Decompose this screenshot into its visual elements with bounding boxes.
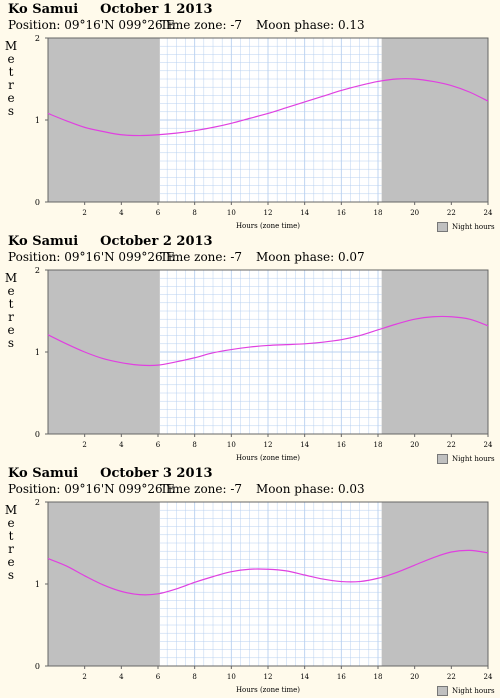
x-tick-label: 6 (156, 441, 161, 449)
x-tick-label: 14 (300, 673, 309, 681)
tide-chart-2: Ko Samui October 2 2013 Position: 09°16'N … (0, 234, 500, 466)
timezone-text: Time zone: -7 (160, 482, 243, 496)
x-tick-label: 12 (264, 673, 273, 681)
night-band (381, 502, 488, 666)
x-tick-label: 18 (374, 673, 383, 681)
night-swatch (437, 222, 448, 232)
x-tick-label: 4 (119, 673, 124, 681)
x-tick-label: 20 (410, 441, 419, 449)
y-tick-label: 0 (35, 662, 40, 671)
x-tick-label: 12 (264, 441, 273, 449)
night-band (381, 270, 488, 434)
x-tick-label: 14 (300, 209, 309, 217)
chart-info: Position: 09°16'N 099°26'E Time zone: -7 M… (8, 482, 365, 496)
y-tick-label: 2 (35, 34, 40, 43)
x-tick-label: 6 (156, 209, 161, 217)
night-band (381, 38, 488, 202)
tide-height-line (47, 549, 489, 596)
location-name: Ko Samui (8, 234, 79, 249)
x-tick-label: 14 (300, 441, 309, 449)
x-tick-label: 12 (264, 209, 273, 217)
chart-info: Position: 09°16'N 099°26'E Time zone: -7 M… (8, 250, 365, 264)
x-tick-label: 18 (374, 441, 383, 449)
night-swatch (437, 686, 448, 696)
legend-label: Night hours (452, 687, 495, 695)
x-tick-label: 2 (82, 209, 86, 217)
tide-chart-1: Ko Samui October 1 2013 Position: 09°16'N … (0, 2, 500, 234)
y-tick-label: 0 (35, 430, 40, 439)
x-tick-label: 10 (227, 441, 236, 449)
x-tick-label: 24 (484, 441, 493, 449)
tide-chart-3: Ko Samui October 3 2013 Position: 09°16'N … (0, 466, 500, 698)
moon-phase-text: Moon phase: 0.13 (256, 18, 365, 32)
y-axis-label: M e t r e s (4, 271, 18, 350)
x-tick-label: 24 (484, 673, 493, 681)
y-axis-label: M e t r e s (4, 39, 18, 118)
x-tick-label: 20 (410, 209, 419, 217)
chart-heading: Ko Samui October 1 2013 (8, 2, 213, 17)
y-axis-label: M e t r e s (4, 503, 18, 582)
x-tick-label: 4 (119, 209, 124, 217)
location-name: Ko Samui (8, 466, 79, 481)
position-text: Position: 09°16'N 099°26'E (8, 250, 175, 264)
legend: Night hours (437, 454, 495, 464)
y-tick-label: 1 (35, 580, 40, 589)
x-tick-label: 16 (337, 209, 346, 217)
night-band (48, 38, 160, 202)
timezone-text: Time zone: -7 (160, 250, 243, 264)
location-name: Ko Samui (8, 2, 79, 17)
x-tick-label: 16 (337, 441, 346, 449)
x-tick-label: 24 (484, 209, 493, 217)
chart-date: October 3 2013 (100, 466, 213, 481)
position-text: Position: 09°16'N 099°26'E (8, 18, 175, 32)
legend: Night hours (437, 686, 495, 696)
night-band (48, 270, 160, 434)
legend: Night hours (437, 222, 495, 232)
chart-heading: Ko Samui October 3 2013 (8, 466, 213, 481)
chart-date: October 2 2013 (100, 234, 213, 249)
tide-height-line (47, 315, 489, 367)
x-axis-label: Hours (zone time) (236, 222, 300, 230)
timezone-text: Time zone: -7 (160, 18, 243, 32)
y-tick-label: 2 (35, 498, 40, 507)
x-tick-label: 16 (337, 673, 346, 681)
moon-phase-text: Moon phase: 0.03 (256, 482, 365, 496)
x-tick-label: 4 (119, 441, 124, 449)
x-tick-label: 22 (447, 209, 456, 217)
moon-phase-text: Moon phase: 0.07 (256, 250, 365, 264)
x-tick-label: 22 (447, 673, 456, 681)
y-tick-label: 1 (35, 116, 40, 125)
legend-label: Night hours (452, 223, 495, 231)
x-tick-label: 20 (410, 673, 419, 681)
x-tick-label: 18 (374, 209, 383, 217)
x-tick-label: 8 (192, 209, 196, 217)
x-tick-label: 2 (82, 673, 86, 681)
x-tick-label: 22 (447, 441, 456, 449)
x-tick-label: 10 (227, 673, 236, 681)
y-tick-label: 1 (35, 348, 40, 357)
night-swatch (437, 454, 448, 464)
chart-heading: Ko Samui October 2 2013 (8, 234, 213, 249)
x-tick-label: 8 (192, 441, 196, 449)
x-tick-label: 8 (192, 673, 196, 681)
tide-height-line (47, 78, 489, 137)
night-band (48, 502, 160, 666)
x-tick-label: 2 (82, 441, 86, 449)
chart-info: Position: 09°16'N 099°26'E Time zone: -7 M… (8, 18, 365, 32)
position-text: Position: 09°16'N 099°26'E (8, 482, 175, 496)
x-tick-label: 6 (156, 673, 161, 681)
legend-label: Night hours (452, 455, 495, 463)
y-tick-label: 2 (35, 266, 40, 275)
x-tick-label: 10 (227, 209, 236, 217)
x-axis-label: Hours (zone time) (236, 454, 300, 462)
y-tick-label: 0 (35, 198, 40, 207)
x-axis-label: Hours (zone time) (236, 686, 300, 694)
chart-date: October 1 2013 (100, 2, 213, 17)
